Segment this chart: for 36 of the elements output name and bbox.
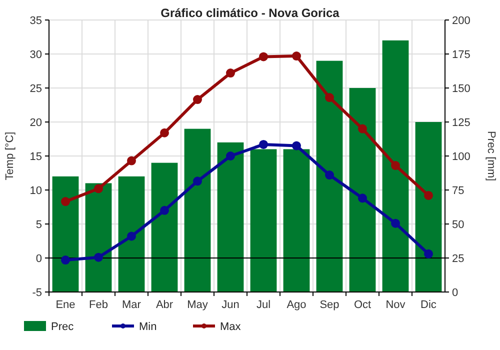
legend-label: Min [139, 320, 157, 333]
x-tick-label: Nov [386, 299, 406, 311]
legend-label: Max [220, 320, 242, 333]
y2-tick-label: 150 [452, 82, 470, 95]
x-tick-label: Ene [56, 299, 76, 311]
y2-tick-label: 75 [452, 184, 464, 197]
x-tick-label: Oct [354, 299, 372, 311]
y2-tick-label: 125 [452, 116, 470, 129]
y2-tick-label: 0 [452, 286, 458, 299]
y2-tick-label: 200 [452, 14, 470, 27]
x-tick-label: May [187, 299, 208, 311]
y-tick-label: 35 [30, 14, 42, 27]
x-tick-label: Mar [122, 299, 142, 311]
y-tick-label: 10 [30, 184, 42, 197]
y-tick-label: 15 [30, 150, 42, 163]
y-tick-label: 20 [30, 116, 42, 129]
x-tick-label: Abr [156, 299, 174, 311]
y-axis-title: Temp [°C] [4, 132, 16, 180]
y2-tick-label: 175 [452, 48, 470, 61]
x-tick-label: Dic [420, 299, 437, 311]
x-tick-label: Sep [320, 299, 340, 311]
legend-label: Prec [51, 320, 74, 333]
y-tick-label: 5 [36, 218, 42, 231]
x-tick-label: Ago [286, 299, 306, 311]
y2-axis-title: Prec [mm] [485, 130, 497, 182]
x-tick-label: Jun [222, 299, 240, 311]
y2-tick-label: 100 [452, 150, 470, 163]
y-tick-label: 0 [36, 252, 42, 265]
y2-tick-label: 50 [452, 218, 464, 231]
y-tick-label: -5 [32, 286, 42, 299]
chart-title: Gráfico climático - Nova Gorica [160, 6, 340, 20]
y2-tick-label: 25 [452, 252, 464, 265]
y-tick-label: 25 [30, 82, 42, 95]
x-tick-label: Feb [89, 299, 108, 311]
y-tick-label: 30 [30, 48, 42, 61]
x-tick-label: Jul [256, 299, 271, 311]
